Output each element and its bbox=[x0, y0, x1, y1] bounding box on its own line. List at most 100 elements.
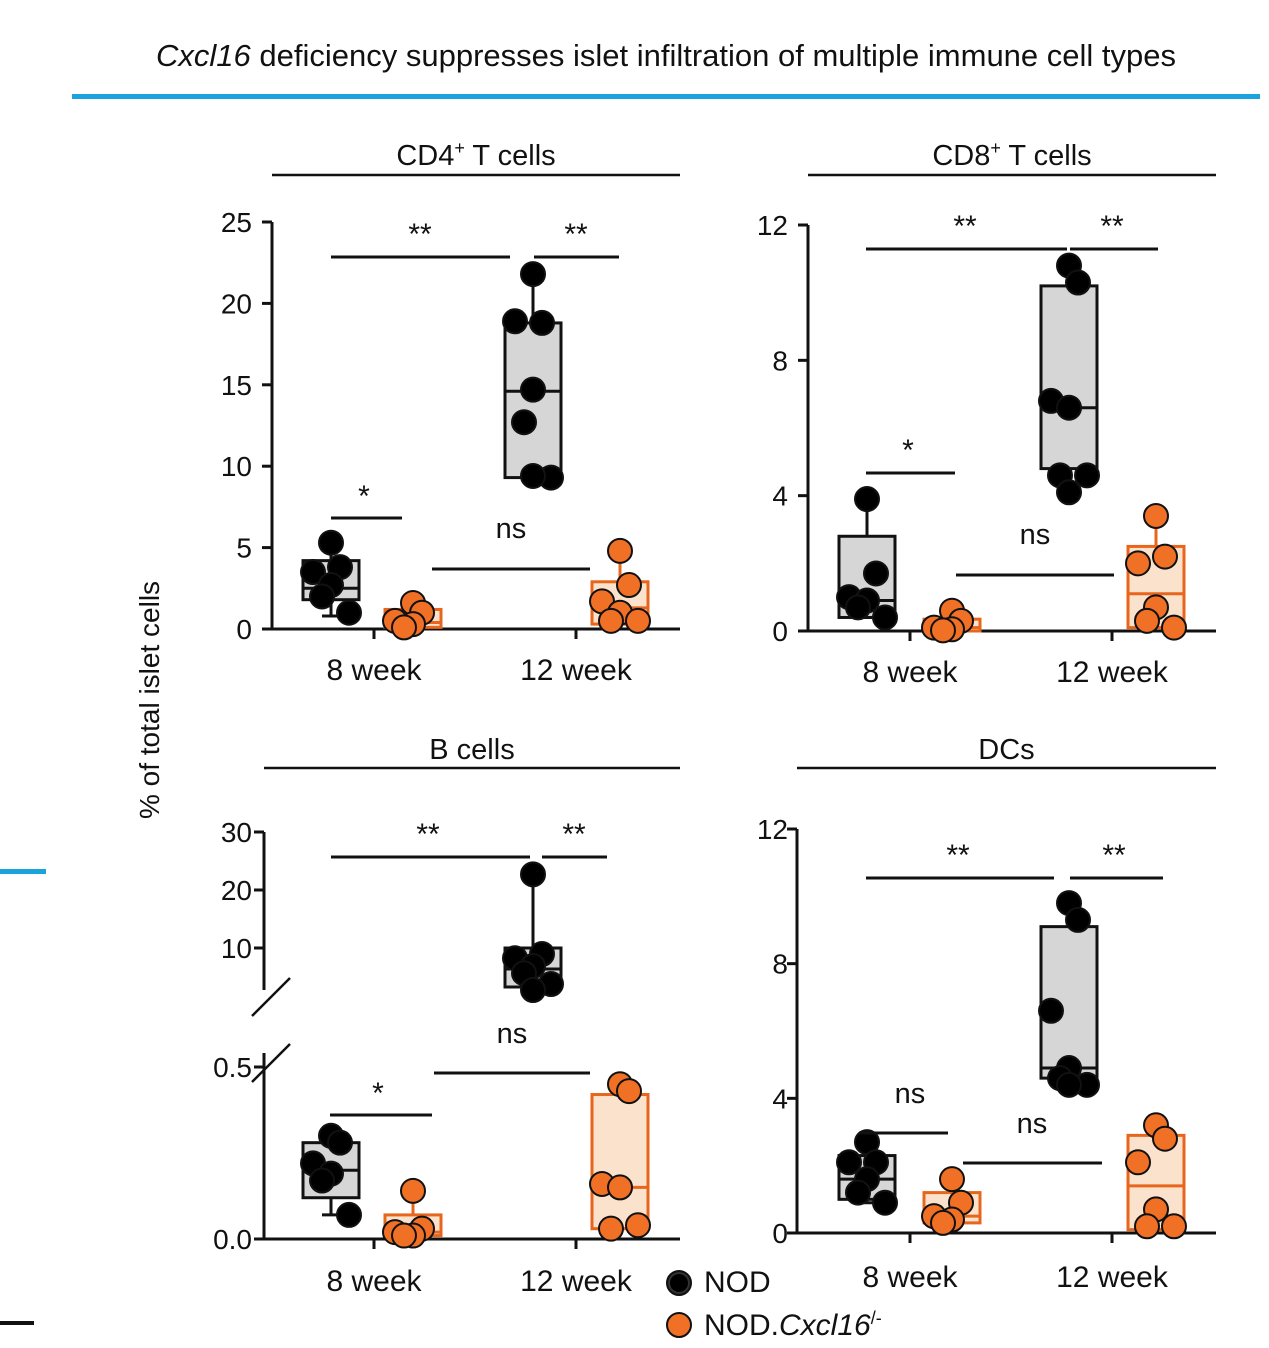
data-point bbox=[607, 1174, 633, 1201]
data-point bbox=[845, 594, 871, 621]
y-tick-label: 0.5 bbox=[213, 1052, 252, 1083]
data-point bbox=[318, 529, 344, 556]
data-point bbox=[625, 1212, 651, 1239]
page-title-gene: Cxcl16 bbox=[156, 38, 251, 73]
y-tick-label: 0 bbox=[236, 614, 252, 645]
data-point bbox=[520, 376, 546, 403]
box-body bbox=[1039, 284, 1099, 471]
data-point bbox=[1056, 479, 1082, 506]
data-point bbox=[863, 560, 889, 587]
data-point bbox=[391, 1222, 417, 1249]
data-point bbox=[1161, 1213, 1187, 1240]
significance-label: ** bbox=[946, 839, 970, 872]
data-point bbox=[1152, 543, 1178, 570]
legend-label-ko-prefix: NOD. bbox=[704, 1308, 779, 1342]
data-point bbox=[1134, 1213, 1160, 1240]
significance-label: ns bbox=[895, 1078, 926, 1110]
significance-label: ** bbox=[1100, 210, 1124, 243]
y-tick-label: 8 bbox=[772, 949, 788, 980]
side-dark-mark bbox=[0, 1321, 34, 1325]
y-tick-label: 4 bbox=[772, 1083, 788, 1114]
data-point bbox=[336, 1201, 362, 1228]
significance-label: ** bbox=[408, 218, 432, 251]
significance-label: * bbox=[358, 480, 370, 513]
significance-label: ns bbox=[497, 1018, 528, 1050]
panel-title: CD8+ T cells bbox=[932, 138, 1091, 172]
data-point bbox=[1134, 607, 1160, 634]
box-body bbox=[590, 1093, 650, 1231]
panel-title: DCs bbox=[978, 734, 1034, 766]
x-tick-label: 8 week bbox=[862, 656, 958, 689]
y-tick-label: 8 bbox=[772, 345, 788, 376]
y-tick-label: 0 bbox=[772, 616, 788, 647]
significance-label: * bbox=[902, 434, 914, 467]
significance-label: ns bbox=[1020, 519, 1051, 551]
legend-item-ko: NOD.Cxcl16/- bbox=[666, 1304, 882, 1346]
data-point bbox=[309, 583, 335, 610]
side-accent-mark bbox=[0, 869, 46, 874]
legend-marker-ko bbox=[666, 1312, 692, 1338]
data-point bbox=[1056, 1071, 1082, 1098]
panel-title: CD4+ T cells bbox=[396, 138, 555, 172]
y-tick-label: 20 bbox=[221, 288, 252, 319]
data-point bbox=[400, 1177, 426, 1204]
legend-marker-nod bbox=[666, 1270, 692, 1296]
data-point bbox=[520, 977, 546, 1003]
legend-label-ko-gene: Cxcl16 bbox=[779, 1308, 871, 1342]
data-point bbox=[930, 617, 956, 644]
significance-label: ** bbox=[1102, 839, 1126, 872]
legend-label-nod: NOD bbox=[704, 1266, 771, 1299]
y-tick-label: 10 bbox=[221, 933, 252, 964]
legend: NOD NOD.Cxcl16/- bbox=[666, 1262, 882, 1346]
data-point bbox=[1125, 1149, 1151, 1176]
data-point bbox=[1038, 997, 1064, 1024]
y-tick-label: 0.0 bbox=[213, 1224, 252, 1255]
y-tick-label: 15 bbox=[221, 370, 252, 401]
data-point bbox=[1161, 614, 1187, 641]
data-point bbox=[607, 537, 633, 564]
x-tick-label: 8 week bbox=[326, 1265, 422, 1298]
data-point bbox=[616, 1078, 642, 1105]
x-tick-label: 8 week bbox=[326, 654, 422, 687]
y-tick-label: 12 bbox=[757, 814, 788, 845]
data-point bbox=[1074, 462, 1100, 489]
data-point bbox=[309, 1167, 335, 1194]
data-point bbox=[598, 1215, 624, 1242]
y-tick-label: 25 bbox=[221, 207, 252, 238]
x-tick-label: 12 week bbox=[520, 654, 633, 687]
data-point bbox=[520, 462, 546, 489]
y-tick-label: 20 bbox=[221, 875, 252, 906]
axis-break-mark bbox=[251, 977, 291, 1017]
data-point bbox=[872, 604, 898, 631]
title-underline bbox=[72, 94, 1260, 99]
significance-label: * bbox=[372, 1077, 384, 1110]
data-point bbox=[598, 607, 624, 634]
legend-label-ko-sup: /- bbox=[870, 1307, 882, 1328]
legend-label-ko: NOD.Cxcl16/- bbox=[704, 1308, 882, 1343]
data-point bbox=[854, 486, 880, 513]
data-point bbox=[529, 309, 555, 336]
data-point bbox=[511, 409, 537, 436]
significance-label: ns bbox=[1017, 1108, 1048, 1140]
significance-label: ns bbox=[496, 513, 527, 545]
data-point bbox=[625, 607, 651, 634]
data-point bbox=[845, 1179, 871, 1206]
data-point bbox=[502, 308, 528, 335]
data-point bbox=[616, 572, 642, 599]
significance-label: ** bbox=[564, 218, 588, 251]
y-tick-label: 5 bbox=[236, 533, 252, 564]
x-tick-label: 8 week bbox=[862, 1261, 958, 1294]
y-tick-label: 30 bbox=[221, 817, 252, 848]
x-tick-label: 12 week bbox=[520, 1265, 633, 1298]
data-point bbox=[930, 1209, 956, 1236]
page-title-text: deficiency suppresses islet infiltration… bbox=[250, 38, 1176, 73]
y-tick-label: 0 bbox=[772, 1218, 788, 1249]
data-point bbox=[1143, 502, 1169, 529]
panel-dcs: DCs 0 4 8 12 8 week 12 week ** ** ns ns bbox=[757, 734, 1216, 1294]
y-tick-label: 12 bbox=[757, 210, 788, 241]
data-point bbox=[520, 261, 546, 288]
